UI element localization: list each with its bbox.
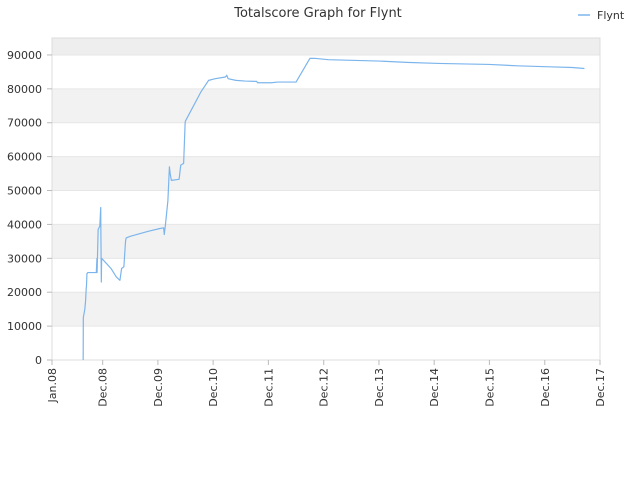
y-tick-label: 0 bbox=[35, 354, 42, 367]
series-line-flynt[interactable] bbox=[82, 57, 585, 361]
plot-frame bbox=[51, 37, 601, 361]
x-tick-label: Dec.10 bbox=[207, 368, 220, 407]
legend[interactable]: Flynt bbox=[578, 9, 625, 22]
y-tick-label: 50000 bbox=[7, 185, 42, 198]
x-tick-label: Dec.08 bbox=[97, 368, 110, 407]
x-tick-label: Dec.17 bbox=[594, 368, 607, 407]
y-tick-label: 60000 bbox=[7, 151, 42, 164]
x-tick-label: Dec.16 bbox=[539, 368, 552, 407]
grid-band bbox=[52, 292, 600, 327]
grid-band bbox=[52, 258, 600, 293]
x-tick-label: Dec.09 bbox=[152, 368, 165, 407]
grid-band bbox=[52, 54, 600, 89]
y-tick-label: 10000 bbox=[7, 320, 42, 333]
x-tick-label: Jan.08 bbox=[46, 368, 59, 403]
y-tick-label: 90000 bbox=[7, 49, 42, 62]
grid-band bbox=[52, 326, 600, 360]
y-tick-label: 20000 bbox=[7, 286, 42, 299]
x-tick-label: Dec.15 bbox=[483, 368, 496, 407]
grid-band bbox=[52, 156, 600, 191]
legend-label: Flynt bbox=[597, 9, 625, 22]
y-tick-label: 70000 bbox=[7, 117, 42, 130]
y-tick-label: 40000 bbox=[7, 218, 42, 231]
x-tick-label: Dec.12 bbox=[318, 368, 331, 407]
grid-bands bbox=[52, 38, 600, 360]
y-axis: 0 10000 20000 30000 40000 50000 60000 70000 8000… bbox=[7, 49, 52, 367]
grid-band bbox=[52, 38, 600, 55]
series-layer bbox=[82, 57, 585, 361]
x-axis: Jan.08 Dec.08 Dec.09 Dec.10 Dec.11 Dec.12 Dec.… bbox=[46, 360, 607, 407]
grid-band bbox=[52, 88, 600, 123]
y-tick-label: 30000 bbox=[7, 252, 42, 265]
grid-lines bbox=[52, 54, 600, 361]
grid-band bbox=[52, 224, 600, 259]
y-tick-label: 80000 bbox=[7, 83, 42, 96]
x-tick-label: Dec.13 bbox=[373, 368, 386, 407]
grid-band bbox=[52, 122, 600, 157]
chart-title: Totalscore Graph for Flynt bbox=[233, 6, 402, 21]
x-tick-label: Dec.14 bbox=[428, 368, 441, 407]
x-tick-label: Dec.11 bbox=[262, 368, 275, 407]
grid-band bbox=[52, 190, 600, 225]
